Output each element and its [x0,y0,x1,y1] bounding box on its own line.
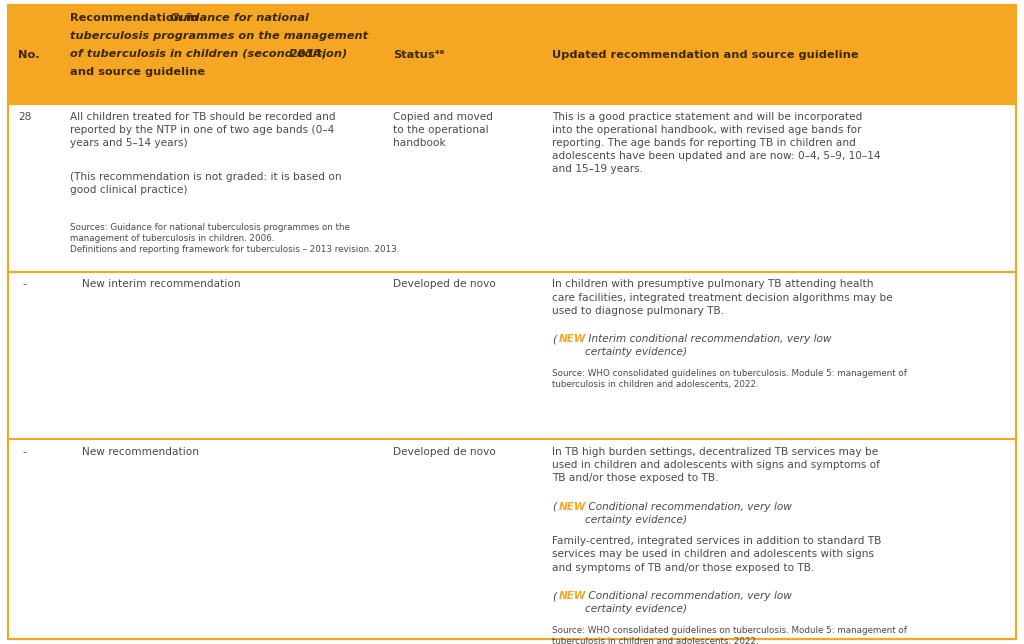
Text: NEW: NEW [559,591,586,601]
Text: Updated recommendation and source guideline: Updated recommendation and source guidel… [552,50,858,60]
Text: tuberculosis programmes on the management: tuberculosis programmes on the managemen… [70,31,368,41]
Text: This is a good practice statement and will be incorporated
into the operational : This is a good practice statement and wi… [552,112,881,175]
Text: -: - [23,279,27,290]
Text: 28: 28 [17,112,32,122]
Text: In TB high burden settings, decentralized TB services may be
used in children an: In TB high burden settings, decentralize… [552,447,880,483]
Text: 2014,: 2014, [70,49,326,59]
Text: No.: No. [18,50,40,60]
Text: Conditional recommendation, very low
certainty evidence): Conditional recommendation, very low cer… [585,502,792,525]
Text: and source guideline: and source guideline [70,67,205,77]
Text: In children with presumptive pulmonary TB attending health
care facilities, inte: In children with presumptive pulmonary T… [552,279,893,316]
Text: Source: WHO consolidated guidelines on tuberculosis. Module 5: management of
tub: Source: WHO consolidated guidelines on t… [552,626,907,644]
Text: All children treated for TB should be recorded and
reported by the NTP in one of: All children treated for TB should be re… [70,112,335,148]
Text: NEW: NEW [559,334,586,345]
Text: Developed de novo: Developed de novo [393,447,496,457]
Text: New recommendation: New recommendation [82,447,199,457]
Text: Recommendation in: Recommendation in [70,13,202,23]
Text: Status⁴⁶: Status⁴⁶ [393,50,444,60]
Text: -: - [23,447,27,457]
Text: (: ( [552,591,556,601]
Text: Developed de novo: Developed de novo [393,279,496,290]
Text: Copied and moved
to the operational
handbook: Copied and moved to the operational hand… [393,112,494,148]
Text: Interim conditional recommendation, very low
certainty evidence): Interim conditional recommendation, very… [585,334,831,357]
Text: Guidance for national: Guidance for national [170,13,309,23]
Text: of tuberculosis in children (second edition): of tuberculosis in children (second edit… [70,49,347,59]
Text: Source: WHO consolidated guidelines on tuberculosis. Module 5: management of
tub: Source: WHO consolidated guidelines on t… [552,369,907,389]
Text: (: ( [552,334,556,345]
Text: (This recommendation is not graded: it is based on
good clinical practice): (This recommendation is not graded: it i… [70,172,341,195]
Text: Conditional recommendation, very low
certainty evidence): Conditional recommendation, very low cer… [585,591,792,614]
Text: New interim recommendation: New interim recommendation [82,279,241,290]
Text: (: ( [552,502,556,512]
Text: NEW: NEW [559,502,586,512]
Text: Family-centred, integrated services in addition to standard TB
services may be u: Family-centred, integrated services in a… [552,536,882,573]
Bar [8,5,1016,104]
Text: Sources: Guidance for national tuberculosis programmes on the
management of tube: Sources: Guidance for national tuberculo… [70,223,399,254]
